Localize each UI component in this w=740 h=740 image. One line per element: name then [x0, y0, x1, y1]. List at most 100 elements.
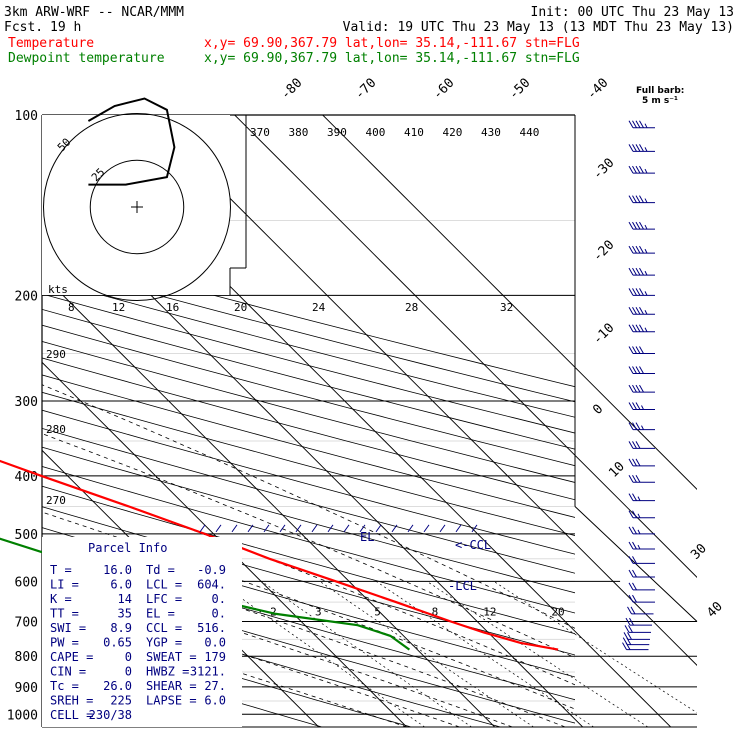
- parcel-param-label: Tc =: [50, 679, 79, 693]
- parcel-param-value: 6.0: [204, 694, 226, 708]
- parcel-param-label: LI =: [50, 578, 79, 592]
- dry-adiabat: [42, 466, 575, 614]
- parcel-param-value: 179: [204, 650, 226, 664]
- wind-barb: [628, 569, 655, 578]
- parcel-param-value: 230/38: [89, 708, 132, 722]
- theta-label: 410: [404, 126, 424, 139]
- dewpoint-station-info: x,y= 69.90,367.79 lat,lon= 35.14,-111.67…: [204, 51, 580, 66]
- parcel-param-label: K =: [50, 592, 72, 606]
- parcel-param-label: CELL =: [50, 708, 93, 722]
- dry-adiabat: [42, 506, 575, 656]
- wind-barbs: [199, 120, 655, 651]
- wind-tick: [359, 524, 366, 533]
- parcel-param-label: T =: [50, 563, 72, 577]
- wind-barb: [628, 582, 655, 591]
- dry-adiabat: [42, 278, 575, 418]
- mixing-ratio-label: 20: [551, 605, 564, 618]
- wind-tick: [247, 524, 254, 533]
- ccl-marker: <-CCL: [455, 538, 491, 552]
- dewpoint-trace: [0, 537, 411, 651]
- parcel-info-title: Parcel Info: [88, 541, 167, 555]
- wind-barb: [628, 306, 655, 315]
- isotherm-label: -10: [590, 321, 617, 348]
- pressure-tick-label: 800: [15, 650, 38, 665]
- theta-label: 430: [481, 126, 501, 139]
- wind-tick: [327, 524, 334, 533]
- parcel-param-label: HWBZ =: [146, 665, 189, 679]
- wind-tick: [295, 524, 302, 533]
- parcel-param-value: 35: [118, 607, 132, 621]
- wind-barb: [628, 245, 655, 254]
- theta-label: 380: [289, 126, 309, 139]
- isotherm-label: 0: [590, 402, 606, 418]
- parcel-param-value: 0.65: [103, 636, 132, 650]
- theta-e-label: 20: [234, 301, 247, 314]
- right-diagonal-axis: [574, 506, 698, 622]
- wind-tick: [343, 524, 350, 533]
- theta-low-label: 280: [46, 423, 66, 436]
- pressure-tick-label: 200: [15, 289, 38, 304]
- parcel-param-value: 0.0: [204, 636, 226, 650]
- theta-e-label: 16: [166, 301, 179, 314]
- parcel-param-value: 0: [125, 665, 132, 679]
- theta-label: 390: [327, 126, 347, 139]
- mixing-ratio-label: 5: [374, 605, 381, 618]
- isotherm-label: -30: [590, 156, 617, 183]
- theta-e-label: 24: [312, 301, 326, 314]
- parcel-param-value: 225: [110, 694, 132, 708]
- dry-adiabat: [42, 427, 575, 574]
- wind-barb: [628, 120, 655, 129]
- dry-adiabat: [42, 618, 412, 727]
- theta-e-label: 8: [68, 301, 75, 314]
- theta-label: 400: [366, 126, 386, 139]
- wind-barb: [628, 144, 655, 152]
- sounding-traces: <-CCL -LCL EL: [0, 459, 559, 651]
- wind-tick: [375, 524, 382, 533]
- wind-barb: [628, 165, 655, 174]
- forecast-hour: 19 h: [50, 20, 81, 35]
- pressure-tick-label: 1000: [7, 708, 38, 723]
- mixing-ratio-line: [426, 581, 649, 727]
- valid-time: Valid: 19 UTC Thu 23 May 13 (13 MDT Thu …: [343, 20, 734, 35]
- isotherm-line: [234, 115, 697, 578]
- parcel-param-label: SHEAR =: [146, 679, 197, 693]
- isotherm-label: -20: [590, 238, 617, 265]
- wind-tick: [279, 524, 286, 533]
- parcel-param-value: 26.0: [103, 679, 132, 693]
- wind-barb: [628, 510, 655, 519]
- theta-low-label: 290: [46, 348, 66, 361]
- parcel-param-label: LAPSE =: [146, 694, 197, 708]
- pressure-tick-label: 400: [15, 470, 38, 485]
- parcel-param-label: SREH =: [50, 694, 93, 708]
- wind-tick: [471, 524, 478, 533]
- parcel-param-value: 6.0: [110, 578, 132, 592]
- dry-adiabat: [42, 293, 575, 434]
- mixing-ratio-line: [493, 581, 697, 714]
- lcl-marker: -LCL: [448, 579, 477, 593]
- wind-tick: [263, 524, 270, 533]
- isotherm-line: [146, 115, 697, 666]
- parcel-param-value: 14: [118, 592, 132, 606]
- wind-tick: [215, 524, 222, 533]
- wind-barb: [628, 267, 655, 276]
- parcel-param-value: 516.: [197, 621, 226, 635]
- wind-barb: [628, 526, 655, 535]
- isotherm-label: -60: [430, 76, 457, 103]
- mixing-ratio-line: [261, 581, 472, 727]
- parcel-param-value: 27.: [204, 679, 226, 693]
- forecast-label: Fcst.: [4, 20, 43, 35]
- wind-barb: [625, 617, 652, 626]
- wind-barb: [628, 556, 655, 564]
- wind-barb: [622, 642, 649, 651]
- isotherm-line: [42, 273, 496, 727]
- wind-barb: [628, 221, 655, 230]
- pressure-tick-label: 900: [15, 681, 38, 696]
- theta-label: 370: [250, 126, 270, 139]
- wind-barb: [628, 195, 655, 204]
- wind-tick: [455, 524, 462, 533]
- wind-barb: [628, 402, 655, 410]
- parcel-param-label: LFC =: [146, 592, 182, 606]
- parcel-param-label: SWEAT =: [146, 650, 197, 664]
- mixing-ratio-label: 3: [315, 605, 322, 618]
